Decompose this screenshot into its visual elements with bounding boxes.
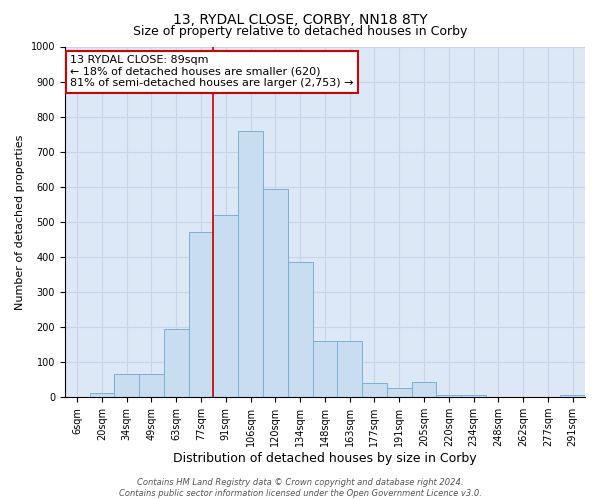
- Bar: [288, 262, 313, 397]
- Bar: [337, 341, 362, 397]
- Bar: [313, 341, 337, 397]
- Bar: [115, 374, 139, 397]
- Bar: [412, 382, 436, 397]
- Bar: [387, 388, 412, 397]
- X-axis label: Distribution of detached houses by size in Corby: Distribution of detached houses by size …: [173, 452, 477, 465]
- Bar: [214, 215, 238, 397]
- Text: Contains HM Land Registry data © Crown copyright and database right 2024.
Contai: Contains HM Land Registry data © Crown c…: [119, 478, 481, 498]
- Bar: [362, 383, 387, 397]
- Bar: [89, 392, 115, 397]
- Bar: [188, 232, 214, 397]
- Bar: [238, 130, 263, 397]
- Text: 13, RYDAL CLOSE, CORBY, NN18 8TY: 13, RYDAL CLOSE, CORBY, NN18 8TY: [173, 12, 427, 26]
- Bar: [461, 396, 486, 397]
- Text: Size of property relative to detached houses in Corby: Size of property relative to detached ho…: [133, 25, 467, 38]
- Text: 13 RYDAL CLOSE: 89sqm
← 18% of detached houses are smaller (620)
81% of semi-det: 13 RYDAL CLOSE: 89sqm ← 18% of detached …: [70, 56, 353, 88]
- Bar: [263, 188, 288, 397]
- Bar: [164, 329, 188, 397]
- Y-axis label: Number of detached properties: Number of detached properties: [15, 134, 25, 310]
- Bar: [560, 396, 585, 397]
- Bar: [436, 395, 461, 397]
- Bar: [139, 374, 164, 397]
